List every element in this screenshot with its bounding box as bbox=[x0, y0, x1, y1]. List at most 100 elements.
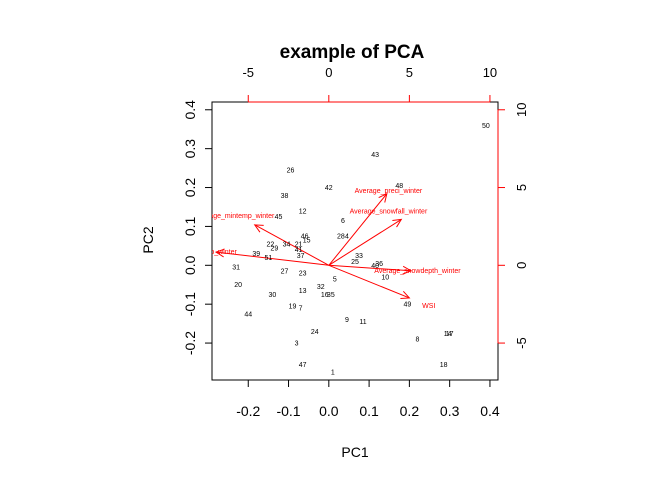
loading-variable-label: WSI bbox=[422, 303, 435, 310]
y-tick-label: -0.2 bbox=[182, 331, 198, 355]
loading-arrow-shaft bbox=[328, 264, 410, 299]
loading-arrow-head bbox=[378, 192, 388, 203]
score-point-label: 47 bbox=[299, 362, 307, 369]
x-tick-label: 0.1 bbox=[359, 403, 379, 419]
score-point-label: 1 bbox=[331, 370, 335, 377]
loading-arrow-head bbox=[402, 265, 413, 275]
score-point-label: 5 bbox=[333, 276, 337, 283]
score-point-label: 29 bbox=[271, 245, 279, 252]
score-point-label: 6 bbox=[341, 218, 345, 225]
score-point-label: 14 bbox=[444, 331, 452, 338]
right-tick-label: 10 bbox=[514, 103, 529, 117]
loading-arrow-shaft bbox=[328, 264, 412, 272]
score-point-label: 27 bbox=[281, 269, 289, 276]
top-loading-axis: -5 0 5 10 bbox=[242, 65, 497, 103]
x-tick-label: 0.0 bbox=[319, 403, 339, 419]
score-point-label: 9 bbox=[345, 317, 349, 324]
score-point-label: 50 bbox=[482, 123, 490, 130]
y-tick-label: 0.1 bbox=[182, 216, 198, 236]
score-point-label: 16 bbox=[321, 292, 329, 299]
score-point-label: 49 bbox=[403, 302, 411, 309]
top-tick-label: 0 bbox=[325, 65, 332, 80]
score-point-label: 33 bbox=[355, 253, 363, 260]
loading-arrow-head bbox=[392, 218, 403, 228]
score-point-label: 35 bbox=[327, 292, 335, 299]
score-point-label: 51 bbox=[264, 255, 272, 262]
score-point-label: 34 bbox=[283, 241, 291, 248]
score-point-label: 48 bbox=[395, 183, 403, 190]
score-point-label: 10 bbox=[381, 274, 389, 281]
score-point-label: 44 bbox=[244, 311, 252, 318]
left-y-axis: -0.2 -0.1 0.0 0.1 0.2 0.3 0.4 bbox=[182, 100, 213, 355]
score-point-label: 11 bbox=[359, 319, 366, 326]
x-tick-label: -0.2 bbox=[236, 403, 260, 419]
x-tick-label: 0.2 bbox=[400, 403, 420, 419]
score-point-label: 26 bbox=[287, 168, 295, 175]
score-point-label: 41 bbox=[295, 247, 303, 254]
score-point-label: 19 bbox=[289, 304, 297, 311]
score-point-label: 43 bbox=[371, 152, 379, 159]
score-point-label: 15 bbox=[303, 238, 311, 245]
score-point-label: 13 bbox=[299, 288, 307, 295]
score-point-label: 7 bbox=[299, 306, 303, 313]
score-point-label: 20 bbox=[234, 282, 242, 289]
y-tick-label: 0.2 bbox=[182, 178, 198, 198]
score-point-label: 22 bbox=[267, 241, 275, 248]
y-axis-label: PC2 bbox=[140, 226, 156, 253]
score-point-label: 23 bbox=[299, 271, 307, 278]
bottom-x-axis: -0.2 -0.1 0.0 0.1 0.2 0.3 0.4 bbox=[236, 379, 500, 419]
score-point-label: 24 bbox=[311, 329, 319, 336]
score-point-label: 12 bbox=[299, 208, 307, 215]
score-point-label: 37 bbox=[297, 253, 305, 260]
y-tick-label: 0.3 bbox=[182, 139, 198, 159]
loading-labels: Average_preci_winter Average_snowfall_win… bbox=[186, 188, 461, 310]
plot-frame bbox=[211, 101, 499, 381]
top-tick-label: 5 bbox=[406, 65, 413, 80]
score-point-label: 46 bbox=[301, 234, 309, 241]
loading-variable-label: Average_snowfall_winter bbox=[350, 208, 428, 215]
score-point-label: 4 bbox=[345, 234, 349, 241]
score-point-label: 36 bbox=[375, 261, 383, 268]
top-tick-label: -5 bbox=[242, 65, 254, 80]
loading-arrow-head bbox=[400, 290, 411, 300]
loading-arrow-shaft bbox=[215, 251, 329, 266]
right-tick-label: 0 bbox=[514, 262, 529, 269]
loading-arrow-head bbox=[253, 224, 264, 233]
loading-arrow-shaft bbox=[328, 218, 402, 266]
score-point-label: 30 bbox=[269, 292, 277, 299]
y-tick-label: 0.4 bbox=[182, 100, 198, 120]
top-tick-label: 10 bbox=[483, 65, 497, 80]
loading-arrow-head bbox=[214, 248, 225, 258]
x-tick-label: 0.3 bbox=[440, 403, 460, 419]
right-tick-label: -5 bbox=[514, 337, 529, 349]
score-point-label: 25 bbox=[351, 259, 359, 266]
loading-variable-label: maxtemp_winter bbox=[186, 249, 238, 256]
score-point-label: 8 bbox=[415, 337, 419, 344]
loading-variable-label: age_mintemp_winter bbox=[209, 213, 275, 220]
loading-variable-label: Average_preci_winter bbox=[355, 188, 423, 195]
score-point-label: 17 bbox=[446, 331, 454, 338]
score-point-label: 31 bbox=[232, 265, 240, 272]
x-tick-label: -0.1 bbox=[276, 403, 300, 419]
score-point-label: 32 bbox=[317, 284, 325, 291]
score-points: 1345678910111213141516171819202122232425… bbox=[232, 123, 490, 377]
x-tick-label: 0.4 bbox=[480, 403, 500, 419]
right-tick-label: 5 bbox=[514, 184, 529, 191]
loading-arrow-shaft bbox=[328, 193, 388, 266]
loading-arrow-shaft bbox=[254, 224, 330, 266]
score-point-label: 42 bbox=[325, 185, 333, 192]
y-tick-label: 0.0 bbox=[182, 255, 198, 275]
score-point-label: 18 bbox=[440, 362, 448, 369]
score-point-label: 39 bbox=[252, 251, 260, 258]
loading-arrows bbox=[214, 192, 413, 300]
chart-title: example of PCA bbox=[280, 42, 425, 63]
y-tick-label: -0.1 bbox=[182, 292, 198, 316]
score-point-label: 21 bbox=[295, 241, 303, 248]
score-point-label: 45 bbox=[275, 214, 283, 221]
right-loading-axis: -5 0 5 10 bbox=[497, 103, 529, 349]
loading-variable-label: Average_snowdepth_winter bbox=[374, 268, 461, 275]
x-axis-label: PC1 bbox=[341, 444, 368, 460]
score-point-label: 3 bbox=[295, 341, 299, 348]
score-point-label: 40 bbox=[371, 263, 379, 270]
